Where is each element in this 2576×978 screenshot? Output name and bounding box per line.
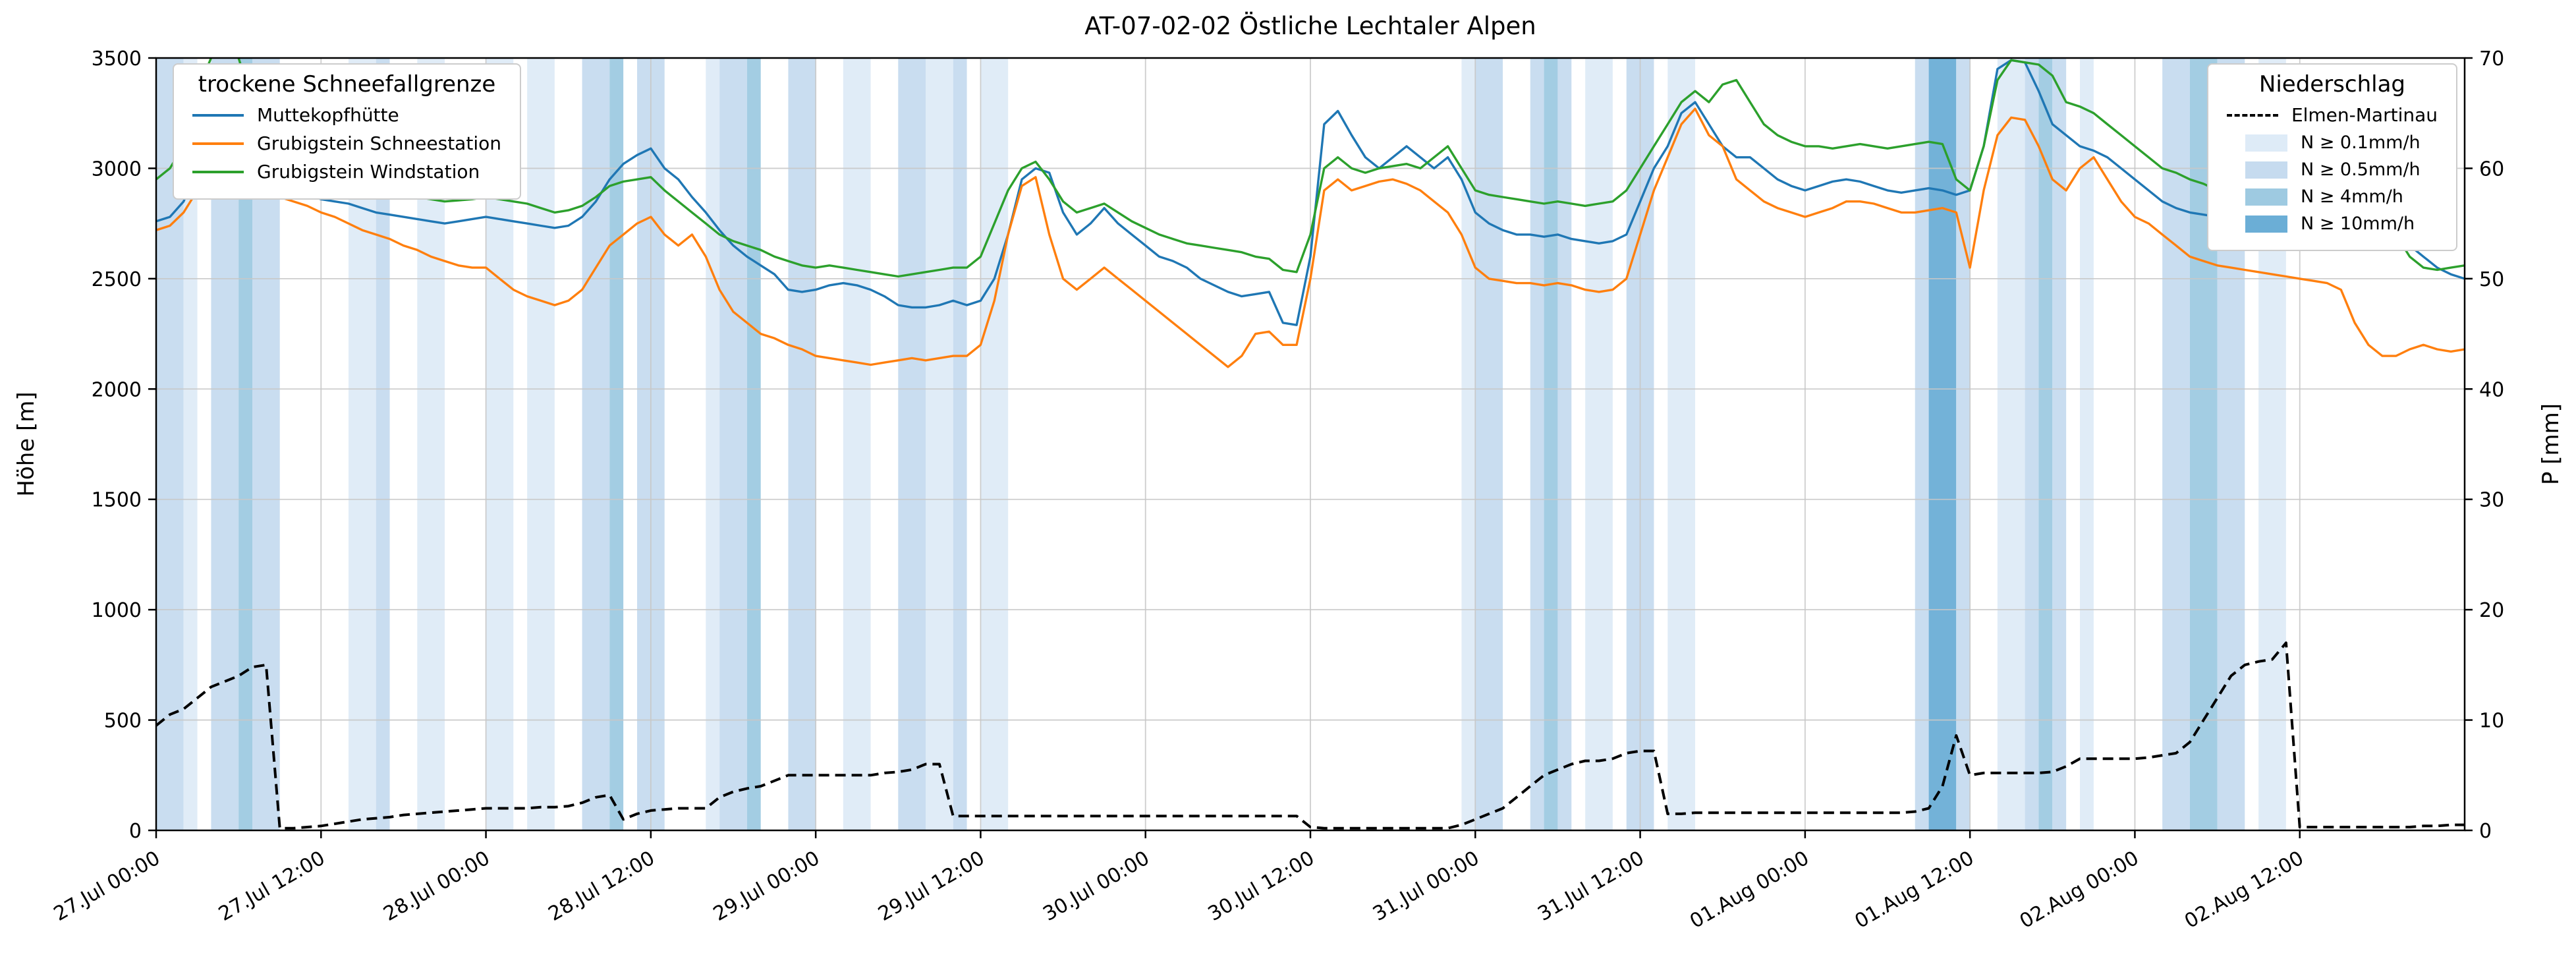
precip-band	[898, 58, 926, 830]
chart-title: AT-07-02-02 Östliche Lechtaler Alpen	[1084, 12, 1536, 40]
legend-precipitation-title: Niederschlag	[2258, 71, 2406, 98]
x-tick-label: 01.Aug 00:00	[1686, 847, 1813, 933]
y-left-tick-label: 2500	[92, 268, 142, 291]
y-right-tick-label: 10	[2479, 710, 2504, 733]
x-tick-label: 31.Jul 00:00	[1369, 847, 1483, 926]
legend-precipitation: Niederschlag Elmen-Martinau N ≥ 0.1mm/h N …	[2206, 63, 2457, 251]
x-tick-label: 30.Jul 00:00	[1039, 847, 1153, 926]
legend-item-label: N ≥ 0.1mm/h	[2300, 132, 2421, 153]
legend-item: N ≥ 0.5mm/h	[2245, 159, 2438, 180]
precip-band	[1956, 58, 1971, 830]
precip-band	[953, 58, 967, 830]
precip-band	[746, 58, 761, 830]
precip-band	[2080, 58, 2094, 830]
precip-band	[1667, 58, 1695, 830]
legend-item-label: N ≥ 0.5mm/h	[2300, 159, 2421, 180]
y-right-tick-label: 70	[2479, 47, 2504, 71]
series-line	[156, 107, 2465, 368]
line-swatch-icon	[192, 142, 244, 145]
precip-band	[376, 58, 390, 830]
legend-item-label: N ≥ 10mm/h	[2300, 214, 2415, 234]
precip-band	[1915, 58, 1929, 830]
legend-snowline-title: trockene Schneefallgrenze	[198, 71, 496, 98]
y-left-tick-label: 2000	[92, 378, 142, 401]
precip-band	[1530, 58, 1544, 830]
precip-band	[2025, 58, 2039, 830]
precip-band	[183, 58, 198, 830]
precip-band	[1461, 58, 1476, 830]
y-right-tick-label: 60	[2479, 158, 2504, 181]
precip-band	[843, 58, 871, 830]
band-swatch-icon	[2245, 215, 2287, 233]
x-tick-label: 02.Aug 00:00	[2016, 847, 2143, 933]
legend-item: Grubigstein Windstation	[192, 161, 501, 183]
legend-item: N ≥ 4mm/h	[2245, 187, 2438, 207]
x-tick-label: 30.Jul 12:00	[1204, 847, 1318, 926]
precip-band	[1544, 58, 1558, 830]
legend-item: N ≥ 0.1mm/h	[2245, 132, 2438, 153]
legend-item: Grubigstein Schneestation	[192, 132, 501, 154]
y-left-tick-label: 0	[129, 820, 142, 843]
y-right-tick-label: 0	[2479, 820, 2492, 843]
legend-item: Elmen-Martinau	[2226, 104, 2438, 126]
y-left-tick-label: 1000	[92, 599, 142, 622]
precip-band	[527, 58, 555, 830]
precip-band	[788, 58, 816, 830]
y-right-tick-label: 40	[2479, 378, 2504, 401]
precip-band	[1928, 58, 1957, 830]
y-left-tick-label: 500	[104, 710, 142, 733]
precip-band	[926, 58, 953, 830]
precip-band	[1585, 58, 1613, 830]
legend-item-label: Grubigstein Schneestation	[257, 132, 501, 154]
precip-cumulative-line	[156, 641, 2465, 830]
x-tick-label: 28.Jul 12:00	[545, 847, 659, 926]
legend-item-label: N ≥ 4mm/h	[2300, 187, 2403, 207]
snowline-series	[156, 58, 2465, 368]
x-tick-label: 29.Jul 00:00	[710, 847, 824, 926]
x-tick-label: 29.Jul 12:00	[874, 847, 988, 926]
line-swatch-icon	[192, 170, 244, 173]
band-swatch-icon	[2245, 161, 2287, 179]
precip-band	[238, 58, 252, 830]
y-right-tick-label: 20	[2479, 599, 2504, 622]
x-tick-label: 31.Jul 12:00	[1534, 847, 1648, 926]
precip-band	[980, 58, 1009, 830]
precip-band	[2038, 58, 2053, 830]
y-right-tick-label: 50	[2479, 268, 2504, 291]
x-tick-label: 01.Aug 12:00	[1851, 847, 1978, 933]
y-left-tick-label: 3500	[92, 47, 142, 71]
series-line	[156, 58, 2465, 278]
legend-item: N ≥ 10mm/h	[2245, 214, 2438, 234]
precip-band	[2162, 58, 2190, 830]
line-swatch-icon	[192, 113, 244, 117]
band-swatch-icon	[2245, 134, 2287, 152]
dashed-line-swatch-icon	[2226, 113, 2278, 117]
legend-item: Muttekopfhütte	[192, 104, 501, 126]
precip-band	[1475, 58, 1503, 830]
precip-band	[1997, 58, 2025, 830]
precip-band	[719, 58, 747, 830]
legend-item-label: Muttekopfhütte	[257, 104, 399, 126]
legend-item-label: Elmen-Martinau	[2291, 104, 2438, 126]
legend-item-label: Grubigstein Windstation	[257, 161, 480, 183]
precip-band	[1557, 58, 1572, 830]
x-tick-label: 02.Aug 12:00	[2181, 847, 2308, 933]
precip-band	[609, 58, 624, 830]
x-tick-label: 28.Jul 00:00	[379, 847, 493, 926]
precip-band	[2052, 58, 2067, 830]
precip-band	[706, 58, 720, 830]
legend-snowline: trockene Schneefallgrenze Muttekopfhütte…	[173, 63, 521, 200]
precip-band	[582, 58, 610, 830]
y-right-tick-label: 30	[2479, 489, 2504, 512]
x-tick-label: 27.Jul 00:00	[50, 847, 164, 926]
series-line	[156, 59, 2465, 326]
x-tick-label: 27.Jul 12:00	[215, 847, 329, 926]
y-left-tick-label: 3000	[92, 158, 142, 181]
y-left-tick-label: 1500	[92, 489, 142, 512]
band-swatch-icon	[2245, 188, 2287, 206]
